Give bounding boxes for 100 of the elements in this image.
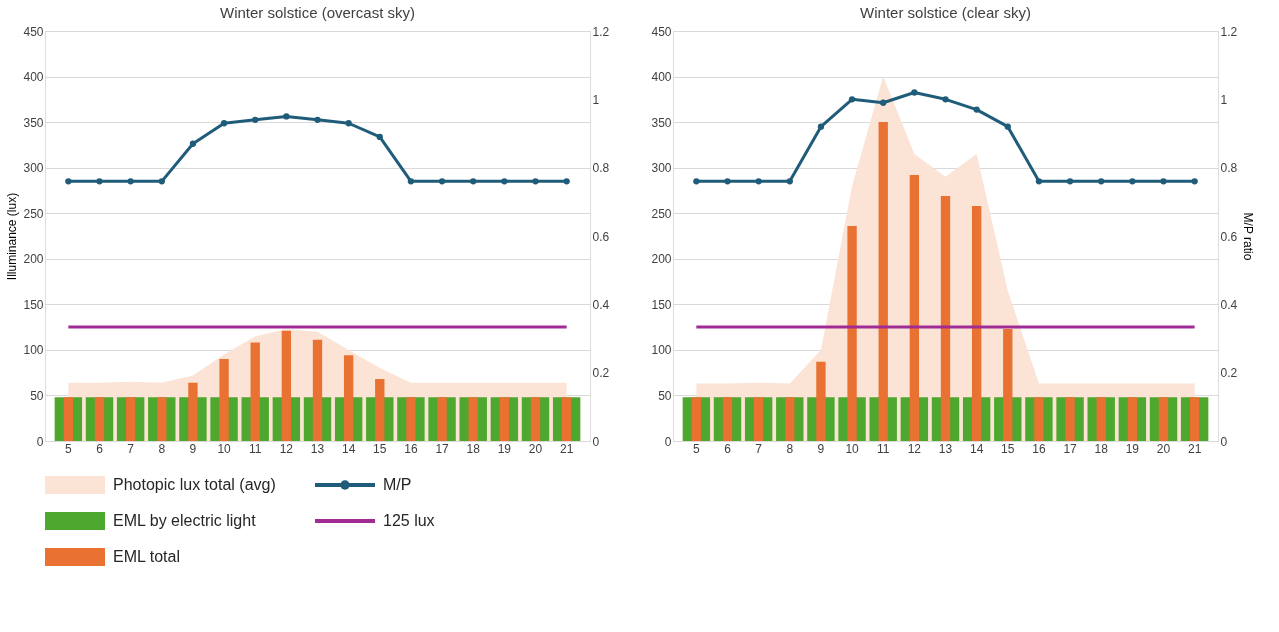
bar [188, 382, 198, 441]
legend-label: EML by electric light [113, 512, 257, 529]
x-tick-label: 18 [466, 441, 481, 456]
y-tick-label: 450 [23, 24, 44, 39]
y-tick-label: 250 [651, 206, 672, 221]
y-tick-label: 100 [651, 343, 672, 358]
bar [971, 205, 982, 441]
bar [157, 397, 167, 441]
point [973, 106, 980, 113]
y2-tick-label: 1.2 [1220, 24, 1238, 39]
bar [940, 195, 951, 441]
point [345, 120, 352, 127]
y2-tick-label: 0.8 [592, 161, 610, 176]
x-tick-label: 19 [1125, 441, 1140, 456]
bar [468, 397, 478, 441]
point [314, 116, 321, 123]
y-tick-label: 250 [23, 206, 44, 221]
chart-title: Winter solstice (clear sky) [860, 4, 1031, 21]
bar [375, 379, 385, 441]
x-tick-label: 10 [845, 441, 860, 456]
bar [785, 397, 795, 441]
bar [909, 174, 920, 441]
x-tick-label: 16 [404, 441, 418, 456]
legend-label: EML total [113, 548, 180, 565]
y2-tick-label: 1.2 [592, 24, 610, 39]
x-tick-label: 20 [528, 441, 543, 456]
point [220, 120, 228, 127]
point [189, 140, 197, 147]
bar [1003, 328, 1013, 441]
y-tick-label: 50 [30, 388, 44, 403]
x-tick-label: 9 [189, 441, 197, 456]
x-tick-label: 6 [724, 441, 732, 456]
x-tick-label: 21 [559, 441, 574, 456]
point [532, 178, 539, 185]
bar [1096, 397, 1106, 441]
point [848, 96, 856, 103]
y-tick-label: 0 [36, 434, 44, 449]
y2-tick-label: 1 [592, 92, 600, 107]
bar [406, 397, 416, 441]
point [693, 178, 700, 185]
y2-tick-label: 1 [1220, 92, 1228, 107]
x-tick-label: 7 [127, 441, 135, 456]
x-tick-label: 11 [248, 441, 262, 456]
chart-title: Winter solstice (overcast sky) [219, 4, 416, 21]
x-tick-label: 11 [876, 441, 890, 456]
x-tick-label: 19 [497, 441, 512, 456]
bar [343, 355, 354, 441]
point [1004, 123, 1011, 130]
point [65, 178, 72, 185]
bar [63, 397, 74, 441]
legend-label: Photopic lux total (avg) [113, 476, 276, 493]
x-tick-label: 16 [1032, 441, 1046, 456]
x-tick-label: 5 [65, 441, 73, 456]
y-tick-label: 150 [651, 297, 672, 312]
point [438, 178, 446, 185]
bar [1065, 397, 1075, 441]
bar [1127, 397, 1138, 441]
y2-tick-label: 0.6 [1220, 229, 1238, 244]
point [470, 178, 477, 185]
y-tick-label: 350 [651, 115, 672, 130]
y-tick-label: 400 [651, 70, 672, 85]
y2-tick-label: 0 [1220, 434, 1228, 449]
y2-tick-label: 0.8 [1220, 161, 1238, 176]
x-tick-label: 13 [938, 441, 953, 456]
point [283, 113, 290, 120]
bar [530, 397, 541, 441]
bar [281, 330, 292, 441]
bar [250, 342, 260, 441]
point [942, 96, 949, 103]
point [252, 116, 259, 123]
bar [219, 359, 229, 441]
x-tick-label: 20 [1156, 441, 1171, 456]
x-tick-label: 5 [693, 441, 701, 456]
y-tick-label: 150 [23, 297, 44, 312]
point [911, 89, 918, 96]
y2-axis-title: M/P ratio [1241, 212, 1256, 261]
point [1160, 178, 1167, 185]
y-tick-label: 400 [23, 70, 44, 85]
x-tick-label: 9 [817, 441, 825, 456]
x-tick-label: 8 [786, 441, 794, 456]
bar [561, 397, 572, 441]
point [96, 178, 103, 185]
x-tick-label: 15 [373, 441, 387, 456]
bar [816, 361, 826, 441]
x-tick-label: 17 [1063, 441, 1078, 456]
x-tick-label: 21 [1187, 441, 1202, 456]
bar [1034, 397, 1044, 441]
x-tick-label: 12 [907, 441, 922, 456]
y-tick-label: 450 [651, 24, 672, 39]
bar [499, 397, 510, 441]
bar [312, 339, 323, 441]
point [724, 178, 731, 185]
point [817, 123, 825, 130]
legend-label: M/P [383, 476, 412, 493]
bar [437, 397, 447, 441]
x-tick-label: 10 [217, 441, 232, 456]
point [376, 133, 383, 141]
x-tick-label: 13 [310, 441, 325, 456]
x-tick-label: 12 [279, 441, 294, 456]
bar [94, 397, 105, 441]
